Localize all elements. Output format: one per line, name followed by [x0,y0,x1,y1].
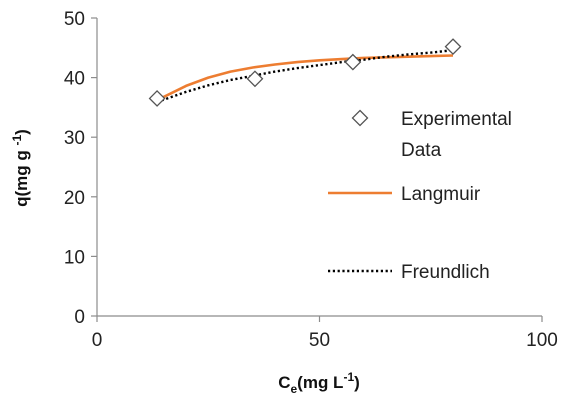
legend-label-line: Langmuir [401,184,481,205]
data-point [246,70,264,88]
data-point [148,90,166,107]
series-line-freundlich [156,49,454,104]
y-axis-title-main: q(mg g [12,145,31,206]
y-ticks: 0 10 20 30 40 50 [64,9,97,328]
legend-item-experimental-data: Experimental Data [351,109,512,161]
x-axis-title-main: C [278,373,290,392]
y-tick-label: 50 [64,9,85,30]
legend-marker [351,109,369,127]
x-tick-label: 100 [526,330,558,351]
y-axis-title-sup: -1 [10,134,24,145]
x-axis-title-sub: e [290,382,297,396]
legend-item-langmuir: Langmuir [328,184,481,205]
legend-label-line: Freundlich [401,262,490,283]
data-point [344,53,362,71]
x-axis-title-sup: -1 [343,370,354,384]
legend-label: Langmuir [401,184,481,205]
y-axis-title: q(mg g -1) [10,129,31,207]
data-point [444,38,462,56]
x-axis-title-end: ) [354,373,360,392]
x-axis-title: Ce(mg L-1) [278,370,360,396]
legend-label-line: Experimental [401,109,512,130]
x-axis-title-rest: (mg L [297,373,343,392]
y-tick-label: 0 [74,307,85,328]
x-tick-label: 0 [92,330,103,351]
series-line-langmuir [156,54,454,102]
legend-label: Experimental Data [401,109,512,161]
legend-label: Freundlich [401,262,490,283]
legend-item-freundlich: Freundlich [328,262,490,283]
legend-label-line: Data [401,140,442,161]
y-tick-label: 30 [64,128,85,149]
legend: Experimental Data Langmuir Freundlich [328,109,512,283]
series-layer [148,38,462,107]
y-tick-label: 40 [64,69,85,90]
y-tick-label: 10 [64,247,85,268]
y-axis-title-end: ) [12,129,31,135]
x-tick-label: 50 [309,330,330,351]
y-tick-label: 20 [64,188,85,209]
x-ticks: 0 50 100 [92,316,558,351]
